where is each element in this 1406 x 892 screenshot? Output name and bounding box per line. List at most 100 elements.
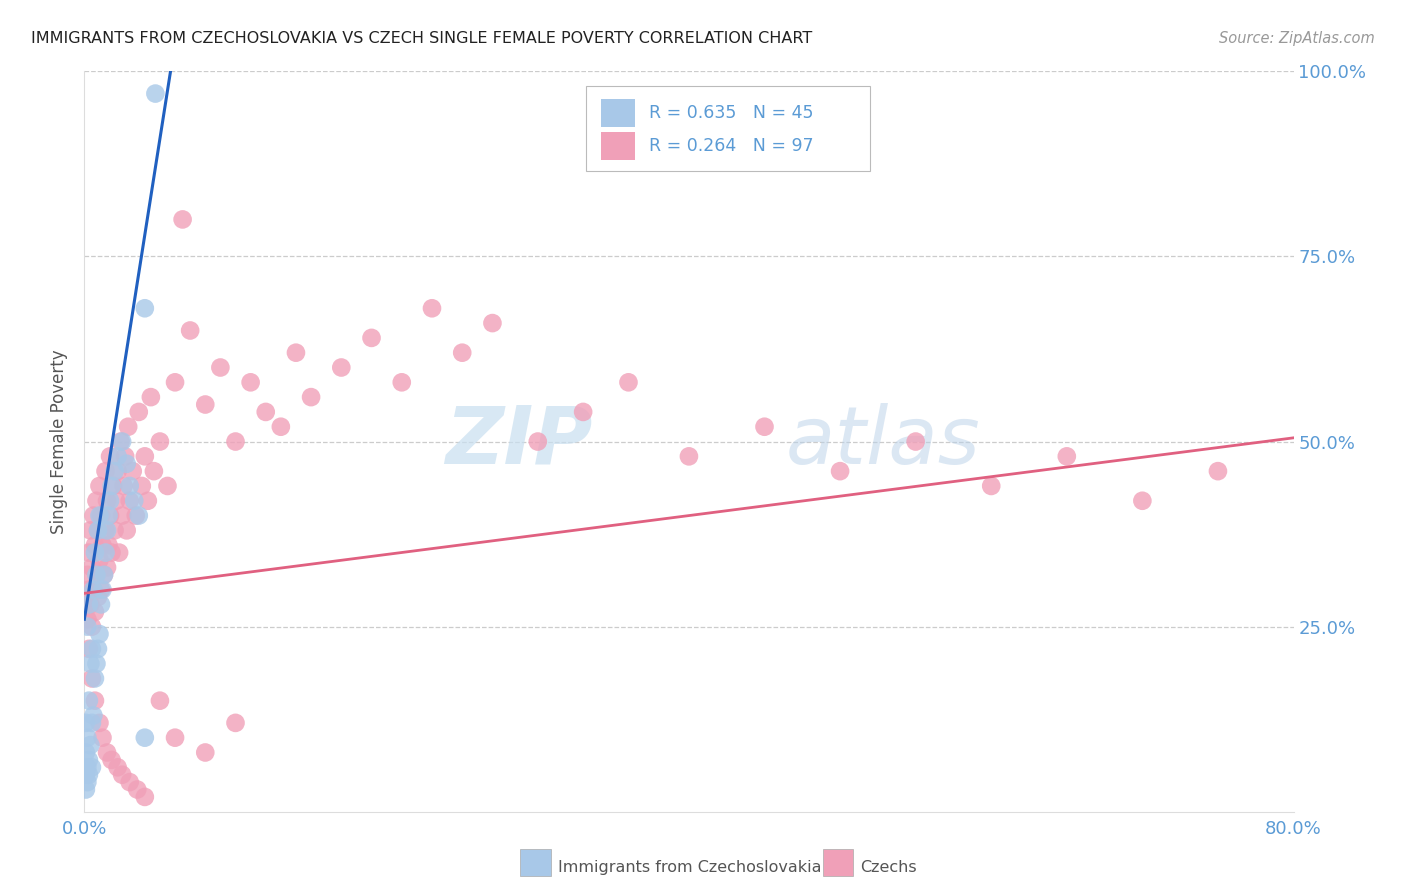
Point [89, 553, 111, 567]
Point [94, 546, 117, 560]
Point [194, 746, 217, 760]
Point [84, 605, 107, 619]
Point [107, 464, 129, 478]
Point [98, 493, 121, 508]
Point [79, 524, 101, 538]
Point [94, 464, 117, 478]
Text: IMMIGRANTS FROM CZECHOSLOVAKIA VS CZECH SINGLE FEMALE POVERTY CORRELATION CHART: IMMIGRANTS FROM CZECHOSLOVAKIA VS CZECH … [31, 31, 813, 46]
Point [149, 434, 172, 449]
Point [1130, 493, 1153, 508]
Point [118, 775, 141, 789]
Point [1206, 464, 1229, 478]
Point [299, 390, 322, 404]
Point [84, 538, 107, 552]
Point [82, 508, 104, 523]
Point [77, 546, 100, 560]
Point [134, 450, 156, 464]
Bar [600, 132, 634, 161]
Text: R = 0.264   N = 97: R = 0.264 N = 97 [650, 137, 814, 155]
Point [80, 641, 103, 656]
Point [100, 546, 122, 560]
Point [76, 731, 98, 745]
Point [572, 405, 595, 419]
Point [100, 479, 122, 493]
Point [80, 560, 103, 574]
Point [179, 324, 201, 338]
Point [86, 567, 108, 582]
Point [125, 508, 148, 523]
Point [225, 434, 247, 449]
Point [111, 767, 134, 781]
Point [114, 450, 136, 464]
Text: Source: ZipAtlas.com: Source: ZipAtlas.com [1219, 31, 1375, 46]
Point [105, 493, 128, 508]
Text: Czechs: Czechs [860, 860, 917, 874]
Point [90, 582, 112, 597]
Point [96, 524, 118, 538]
Point [122, 493, 145, 508]
Point [194, 398, 217, 412]
Point [79, 738, 101, 752]
Point [76, 567, 98, 582]
Point [104, 524, 127, 538]
Point [139, 390, 162, 404]
Point [93, 567, 115, 582]
Point [104, 464, 127, 478]
Point [149, 694, 172, 708]
Point [82, 582, 104, 597]
Point [134, 789, 156, 804]
Point [107, 450, 129, 464]
Point [77, 753, 100, 767]
Point [239, 376, 262, 390]
Point [75, 782, 97, 797]
Point [254, 405, 277, 419]
Point [76, 612, 98, 626]
Point [136, 493, 159, 508]
Point [87, 641, 110, 656]
Point [94, 524, 117, 538]
Point [97, 538, 120, 552]
Point [142, 464, 165, 478]
Point [165, 376, 187, 390]
Point [118, 479, 141, 493]
Point [904, 434, 927, 449]
Point [391, 376, 413, 390]
Point [107, 760, 129, 774]
Point [96, 560, 118, 574]
Point [111, 434, 134, 449]
Point [98, 450, 121, 464]
Point [96, 493, 118, 508]
Point [90, 508, 112, 523]
Point [121, 464, 143, 478]
Point [127, 782, 149, 797]
Point [128, 405, 150, 419]
Point [77, 582, 100, 597]
Text: ZIP: ZIP [444, 402, 592, 481]
FancyBboxPatch shape [586, 87, 870, 171]
Point [830, 464, 852, 478]
Point [100, 753, 122, 767]
Y-axis label: Single Female Poverty: Single Female Poverty [51, 350, 69, 533]
Point [108, 546, 131, 560]
Point [134, 731, 156, 745]
Point [330, 360, 353, 375]
Point [115, 457, 138, 471]
Point [80, 619, 103, 633]
Point [87, 590, 110, 604]
Point [89, 479, 111, 493]
Point [84, 672, 107, 686]
Point [451, 345, 474, 359]
Point [117, 419, 139, 434]
Point [75, 746, 97, 760]
Point [118, 493, 141, 508]
Point [86, 657, 108, 671]
Point [76, 775, 98, 789]
Point [481, 316, 503, 330]
Point [76, 619, 98, 633]
Point [285, 345, 308, 359]
Point [79, 657, 101, 671]
Text: atlas: atlas [786, 402, 980, 481]
Point [77, 598, 100, 612]
Point [115, 524, 138, 538]
Point [420, 301, 443, 316]
